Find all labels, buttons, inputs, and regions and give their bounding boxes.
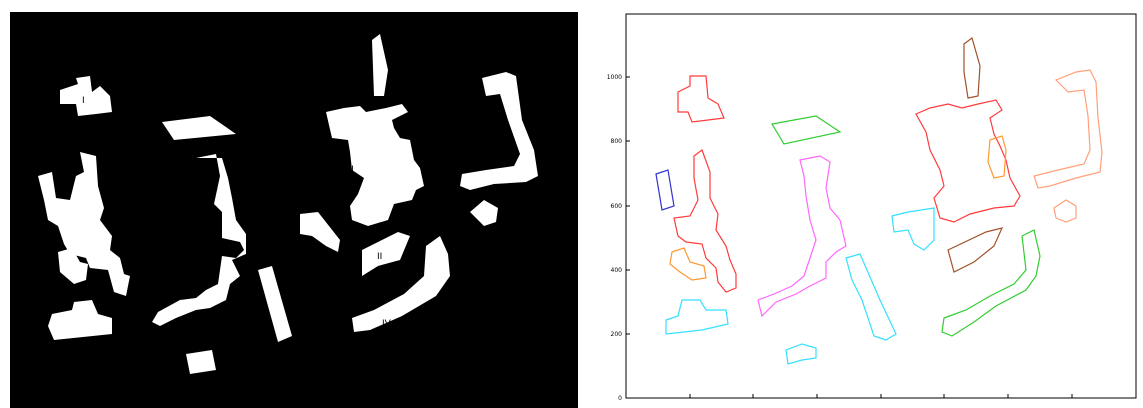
building-label-II: II [377,252,382,262]
outline-red-long [673,149,737,293]
building-mask-panel: I II III IV [10,12,578,408]
building-shape [186,350,216,374]
outline-green-small [771,115,842,145]
plot-frame [625,13,1137,399]
outline-plot-panel: 0 200 400 600 800 1000 [590,0,1143,408]
building-shape [460,72,538,190]
outline-magenta [757,155,847,318]
building-shape [38,152,130,296]
y-axis-ticks [626,76,630,399]
outline-green-long [941,229,1041,337]
building-label-I: I [82,96,85,106]
outline-cyan-left [665,299,729,335]
building-shape [152,154,246,326]
x-axis-ticks [625,394,1137,398]
building-shape [162,116,236,140]
outline-red-complex [915,99,1021,223]
building-shape [470,200,498,226]
outline-brown-needle [963,36,981,99]
outline-brown-lower [947,227,1004,273]
outline-orange [669,247,707,281]
building-label-IV: IV [382,319,392,329]
building-shape [352,236,450,332]
outline-cyan-lower [785,343,817,365]
building-label-III: III [346,165,354,175]
y-axis-tick-labels: 0 200 400 600 800 1000 [607,74,622,402]
y-tick-label: 800 [611,138,623,145]
outline-orange-right [987,135,1007,179]
building-shapes [38,34,538,374]
y-tick-label: 200 [611,331,623,338]
building-shape [48,300,112,340]
outline-cyan-right [891,207,935,251]
outline-plot-svg: 0 200 400 600 800 1000 [607,13,1137,402]
outline-salmon-l [1033,69,1103,189]
building-shape [300,212,340,252]
building-shape [58,248,88,284]
building-mask-svg: I II III IV [10,12,578,408]
outline-blue [655,169,675,211]
building-shape [60,76,112,116]
y-tick-label: 400 [611,267,623,274]
outline-red [677,75,725,123]
outline-salmon-circle [1053,199,1077,223]
y-tick-label: 1000 [607,74,622,81]
building-label-group: I II III IV [82,96,392,329]
building-shape [326,104,424,226]
building-shape [258,266,292,342]
outline-cyan-middle [845,253,897,341]
building-shape [372,34,388,96]
building-shape [362,232,410,276]
y-tick-label: 0 [618,395,622,402]
building-outlines [655,36,1103,365]
y-tick-label: 600 [611,203,623,210]
